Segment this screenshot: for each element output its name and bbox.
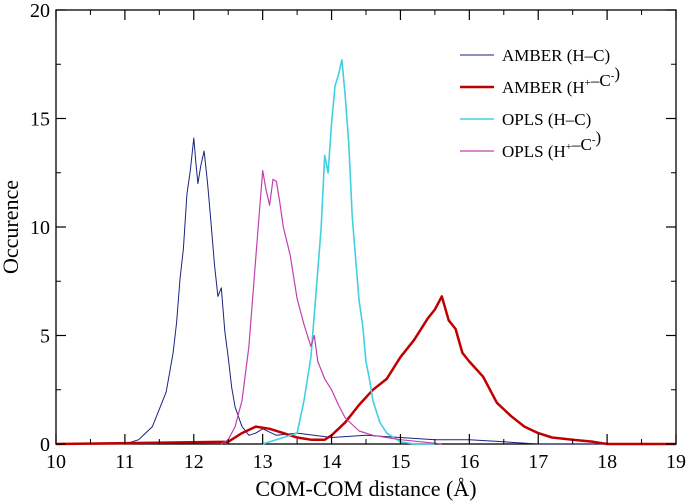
- x-tick-label: 19: [666, 451, 686, 473]
- legend-item-2: AMBER (H+–C-): [460, 64, 620, 97]
- series-line-2: [55, 295, 676, 446]
- x-tick-label: 14: [322, 451, 342, 473]
- series-layer: [55, 59, 676, 446]
- legend-item-4: OPLS (H+–C-): [460, 128, 601, 161]
- plot-frame: [55, 9, 677, 445]
- y-tick-label: 20: [30, 0, 50, 22]
- y-tick-label: 0: [40, 434, 50, 456]
- legend-label: AMBER (H–C): [502, 46, 610, 65]
- x-tick-label: 18: [597, 451, 617, 473]
- legend-label: AMBER (H+–C-): [502, 64, 620, 97]
- tick-layer: 10 11 12 13 14 15 16 17 18 19 0 5 10 15 20: [30, 0, 686, 473]
- x-tick-label: 13: [253, 451, 273, 473]
- legend: AMBER (H–C)AMBER (H+–C-) OPLS (H–C)OPLS (…: [460, 46, 620, 161]
- x-tick-label: 10: [46, 451, 66, 473]
- x-tick-label: 17: [528, 451, 548, 473]
- legend-item-3: OPLS (H–C): [460, 110, 591, 129]
- legend-label: OPLS (H+–C-): [502, 128, 601, 161]
- y-axis-title: Occurence: [0, 180, 23, 274]
- series-line-3: [262, 59, 435, 445]
- series-line-4: [220, 170, 442, 445]
- legend-label: OPLS (H–C): [502, 110, 591, 129]
- y-tick-label: 10: [30, 217, 50, 239]
- y-tick-label: 5: [40, 326, 50, 348]
- x-tick-label: 11: [115, 451, 134, 473]
- x-tick-label: 15: [390, 451, 410, 473]
- x-tick-label: 16: [459, 451, 479, 473]
- series-line-1: [124, 137, 676, 445]
- legend-item-1: AMBER (H–C): [460, 46, 610, 65]
- x-tick-label: 12: [184, 451, 204, 473]
- y-tick-label: 15: [30, 109, 50, 131]
- x-axis-title: COM-COM distance (Å): [255, 476, 476, 501]
